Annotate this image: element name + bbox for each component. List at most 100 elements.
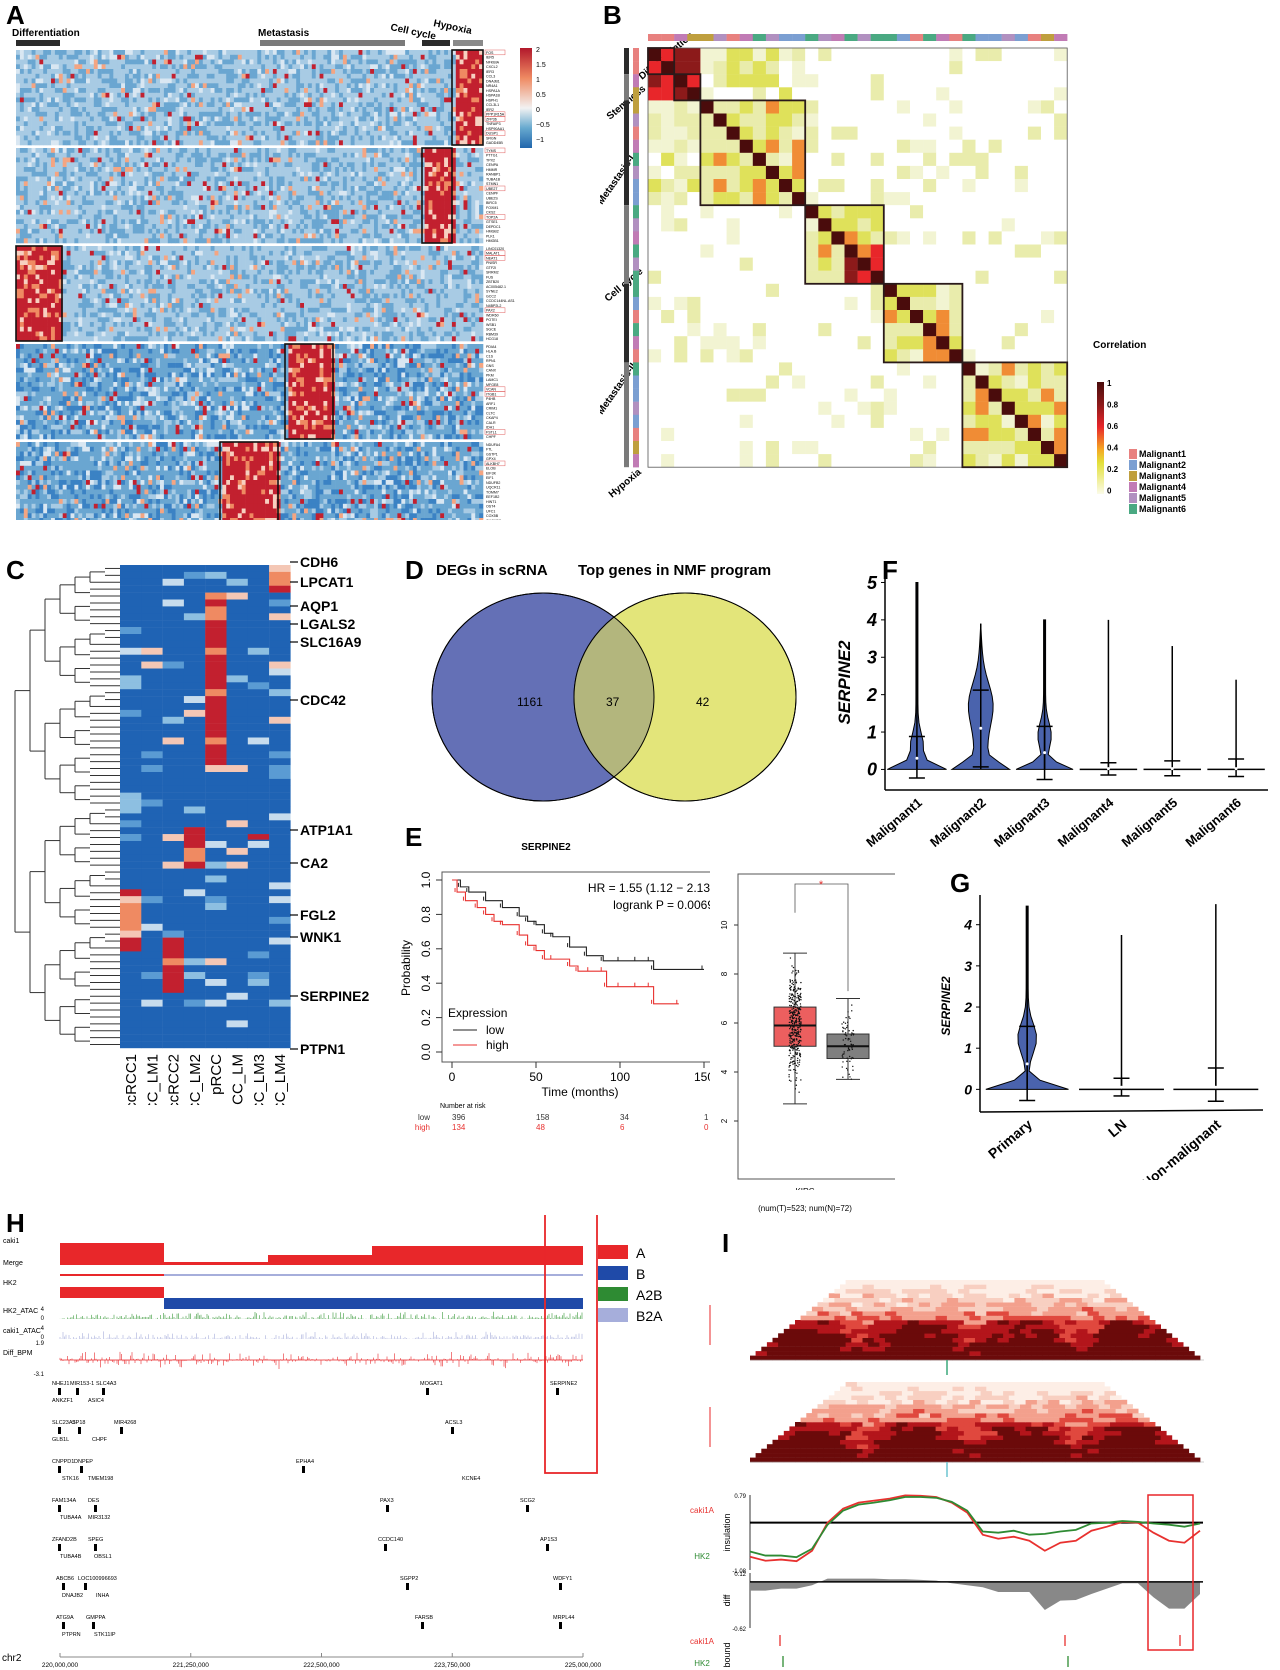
heatmap-cell bbox=[366, 69, 371, 74]
heatmap-cell bbox=[455, 50, 460, 55]
heatmap-cell bbox=[428, 195, 433, 201]
heatmap-cell bbox=[471, 200, 476, 206]
heatmap-cell bbox=[237, 209, 242, 215]
heatmap-cell bbox=[409, 88, 414, 93]
heatmap-cell bbox=[121, 148, 126, 153]
heatmap-cell bbox=[62, 176, 67, 182]
heatmap-cell bbox=[89, 162, 95, 168]
heatmap-cell bbox=[171, 195, 176, 201]
heatmap-cell bbox=[218, 219, 223, 225]
heatmap-cell bbox=[296, 97, 301, 103]
heatmap-cell bbox=[125, 190, 130, 196]
heatmap-cell bbox=[16, 78, 21, 84]
heatmap-cell bbox=[389, 152, 394, 158]
heatmap-cell bbox=[436, 107, 441, 112]
heatmap-cell bbox=[265, 97, 270, 103]
heatmap-cell bbox=[163, 162, 169, 168]
heatmap-cell bbox=[105, 162, 110, 168]
heatmap-cell bbox=[272, 126, 278, 131]
heatmap-cell bbox=[245, 162, 250, 168]
heatmap-cell bbox=[385, 181, 390, 187]
heatmap-cell bbox=[183, 224, 188, 229]
heatmap-cell bbox=[346, 162, 351, 168]
heatmap-cell bbox=[405, 233, 410, 239]
heatmap-cell bbox=[23, 186, 28, 191]
heatmap-cell bbox=[428, 97, 433, 103]
heatmap-cell bbox=[214, 107, 219, 112]
heatmap-cell bbox=[385, 190, 390, 196]
heatmap-cell bbox=[323, 246, 328, 251]
heatmap-cell bbox=[265, 83, 270, 89]
heatmap-cell bbox=[43, 209, 48, 215]
heatmap-cell bbox=[39, 181, 44, 187]
heatmap-cell bbox=[265, 233, 270, 239]
heatmap-cell bbox=[54, 181, 60, 187]
heatmap-cell bbox=[377, 195, 383, 201]
heatmap-cell bbox=[292, 195, 297, 201]
heatmap-cell bbox=[70, 219, 75, 225]
heatmap-cell bbox=[300, 224, 305, 229]
heatmap-cell bbox=[241, 64, 246, 70]
heatmap-cell bbox=[16, 130, 21, 136]
heatmap-cell bbox=[393, 92, 398, 98]
heatmap-cell bbox=[167, 214, 172, 220]
heatmap-cell bbox=[132, 181, 137, 187]
heatmap-cell bbox=[374, 97, 379, 103]
heatmap-cell bbox=[16, 64, 21, 70]
heatmap-cell bbox=[105, 238, 110, 244]
heatmap-cell bbox=[389, 111, 394, 117]
heatmap-cell bbox=[183, 209, 188, 215]
heatmap-cell bbox=[175, 209, 180, 215]
heatmap-cell bbox=[58, 228, 63, 234]
heatmap-cell bbox=[125, 59, 130, 65]
heatmap-cell bbox=[218, 92, 223, 98]
heatmap-cell bbox=[148, 209, 153, 215]
heatmap-cell bbox=[401, 59, 406, 65]
heatmap-cell bbox=[424, 176, 429, 182]
heatmap-cell bbox=[448, 238, 453, 244]
heatmap-cell bbox=[475, 121, 480, 127]
heatmap-cell bbox=[257, 135, 262, 141]
heatmap-cell bbox=[132, 102, 137, 108]
heatmap-cell bbox=[132, 171, 137, 177]
heatmap-cell bbox=[370, 97, 375, 103]
heatmap-cell bbox=[479, 102, 484, 108]
heatmap-cell bbox=[93, 121, 98, 127]
heatmap-cell bbox=[269, 102, 274, 108]
heatmap-cell bbox=[125, 97, 130, 103]
heatmap-cell bbox=[358, 83, 363, 89]
heatmap-cell bbox=[323, 83, 328, 89]
heatmap-cell bbox=[370, 83, 375, 89]
heatmap-cell bbox=[276, 171, 281, 177]
heatmap-cell bbox=[117, 64, 122, 70]
heatmap-cell bbox=[70, 59, 75, 65]
heatmap-cell bbox=[315, 195, 320, 201]
heatmap-cell bbox=[109, 92, 114, 98]
heatmap-cell bbox=[276, 78, 281, 84]
heatmap-cell bbox=[374, 135, 379, 141]
heatmap-cell bbox=[479, 152, 484, 158]
heatmap-cell bbox=[448, 54, 453, 60]
heatmap-cell bbox=[409, 167, 414, 172]
heatmap-cell bbox=[222, 50, 227, 55]
heatmap-cell bbox=[479, 224, 484, 229]
heatmap-cell bbox=[202, 228, 207, 234]
heatmap-cell bbox=[241, 228, 246, 234]
heatmap-cell bbox=[226, 209, 231, 215]
heatmap-cell bbox=[315, 92, 320, 98]
heatmap-cell bbox=[226, 195, 231, 201]
heatmap-cell bbox=[323, 224, 328, 229]
heatmap-cell bbox=[358, 246, 363, 251]
heatmap-cell bbox=[210, 126, 215, 131]
heatmap-cell bbox=[105, 111, 110, 117]
heatmap-cell bbox=[269, 59, 274, 65]
heatmap-cell bbox=[467, 186, 472, 191]
heatmap-cell bbox=[459, 92, 464, 98]
heatmap-cell bbox=[362, 50, 367, 55]
heatmap-cell bbox=[237, 59, 242, 65]
heatmap-cell bbox=[401, 97, 406, 103]
heatmap-cell bbox=[156, 195, 161, 201]
heatmap-cell bbox=[420, 88, 425, 93]
heatmap-cell bbox=[214, 246, 219, 251]
heatmap-cell bbox=[93, 157, 98, 163]
